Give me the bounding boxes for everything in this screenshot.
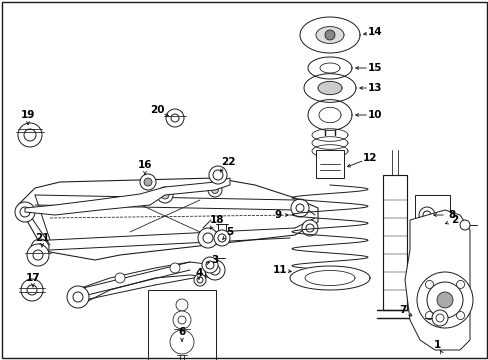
Circle shape: [27, 285, 37, 295]
Circle shape: [436, 292, 452, 308]
Circle shape: [459, 220, 469, 230]
Polygon shape: [404, 210, 469, 350]
Text: 16: 16: [138, 160, 152, 170]
Polygon shape: [317, 81, 341, 95]
Circle shape: [218, 234, 225, 242]
Polygon shape: [307, 100, 351, 130]
Circle shape: [21, 279, 43, 301]
Polygon shape: [18, 178, 317, 260]
Circle shape: [456, 280, 464, 288]
Circle shape: [197, 277, 203, 283]
Polygon shape: [289, 266, 369, 290]
Circle shape: [178, 316, 185, 324]
Circle shape: [204, 260, 224, 280]
Text: 7: 7: [399, 305, 406, 315]
Circle shape: [161, 191, 169, 199]
Text: 20: 20: [149, 105, 164, 115]
Circle shape: [211, 186, 218, 194]
Text: 12: 12: [362, 153, 376, 163]
Polygon shape: [315, 27, 343, 44]
Circle shape: [194, 274, 205, 286]
Circle shape: [325, 30, 334, 40]
Circle shape: [27, 244, 49, 266]
Circle shape: [18, 123, 42, 147]
Text: 18: 18: [209, 215, 224, 225]
Circle shape: [208, 166, 226, 184]
Circle shape: [165, 109, 183, 127]
Text: 13: 13: [367, 83, 382, 93]
Circle shape: [140, 174, 156, 190]
Circle shape: [214, 230, 229, 246]
Text: 6: 6: [178, 327, 185, 337]
Text: 5: 5: [226, 227, 233, 237]
Text: 4: 4: [195, 268, 202, 278]
Text: 2: 2: [450, 215, 458, 225]
Circle shape: [435, 314, 443, 322]
Circle shape: [295, 204, 304, 212]
Circle shape: [33, 250, 43, 260]
Circle shape: [431, 310, 447, 326]
Circle shape: [425, 311, 432, 320]
Polygon shape: [75, 262, 220, 305]
Circle shape: [198, 228, 218, 248]
Text: 8: 8: [447, 210, 455, 220]
Circle shape: [170, 330, 194, 354]
Circle shape: [36, 244, 44, 252]
Circle shape: [426, 282, 462, 318]
Circle shape: [418, 207, 434, 223]
Text: 14: 14: [367, 27, 382, 37]
Circle shape: [202, 257, 218, 273]
Text: 17: 17: [26, 273, 40, 283]
Circle shape: [31, 239, 49, 257]
Text: 10: 10: [367, 110, 382, 120]
Circle shape: [20, 207, 30, 217]
Text: 1: 1: [432, 340, 440, 350]
Circle shape: [213, 170, 223, 180]
Circle shape: [143, 178, 152, 186]
Circle shape: [24, 129, 36, 141]
Circle shape: [176, 299, 187, 311]
Text: 21: 21: [35, 233, 49, 243]
Circle shape: [425, 280, 432, 288]
Bar: [382, 175, 406, 310]
Circle shape: [209, 265, 220, 275]
Circle shape: [157, 187, 173, 203]
Circle shape: [73, 292, 83, 302]
Circle shape: [171, 114, 179, 122]
Circle shape: [170, 263, 180, 273]
Text: 19: 19: [21, 110, 35, 120]
Polygon shape: [300, 17, 359, 53]
Polygon shape: [25, 178, 229, 215]
Text: 9: 9: [274, 210, 281, 220]
Circle shape: [305, 224, 313, 232]
Circle shape: [173, 311, 191, 329]
Circle shape: [203, 233, 213, 243]
Bar: [414, 195, 449, 235]
Circle shape: [290, 199, 308, 217]
Polygon shape: [307, 57, 351, 79]
Circle shape: [456, 311, 464, 320]
Text: 11: 11: [272, 265, 286, 275]
Polygon shape: [304, 74, 355, 102]
Polygon shape: [318, 107, 340, 123]
Text: 15: 15: [367, 63, 382, 73]
Circle shape: [15, 202, 35, 222]
Circle shape: [205, 261, 214, 269]
Circle shape: [302, 220, 317, 236]
Circle shape: [115, 273, 125, 283]
Bar: [148, 290, 216, 360]
Circle shape: [207, 183, 222, 197]
Circle shape: [67, 286, 89, 308]
Circle shape: [416, 272, 472, 328]
Bar: [315, 150, 343, 178]
Circle shape: [422, 211, 430, 219]
Text: 3: 3: [211, 255, 218, 265]
Text: 22: 22: [220, 157, 235, 167]
